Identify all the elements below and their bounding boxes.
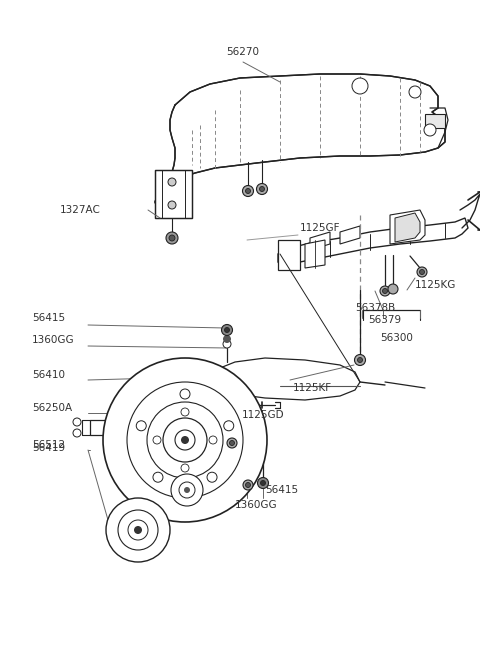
Circle shape — [127, 382, 243, 498]
Circle shape — [166, 232, 178, 244]
Text: 56300: 56300 — [380, 333, 413, 343]
Circle shape — [175, 430, 195, 450]
Circle shape — [171, 474, 203, 506]
Polygon shape — [425, 114, 445, 128]
Text: 1360GG: 1360GG — [235, 500, 277, 510]
Circle shape — [420, 269, 424, 275]
Text: 1125KG: 1125KG — [415, 280, 456, 290]
Circle shape — [424, 124, 436, 136]
Text: 1125GD: 1125GD — [242, 410, 285, 420]
Circle shape — [184, 487, 190, 493]
Circle shape — [168, 201, 176, 209]
Circle shape — [106, 498, 170, 562]
Circle shape — [380, 286, 390, 296]
Circle shape — [169, 235, 175, 241]
Circle shape — [134, 526, 142, 534]
Polygon shape — [395, 213, 420, 242]
Circle shape — [118, 510, 158, 550]
Circle shape — [207, 472, 217, 482]
Circle shape — [147, 402, 223, 478]
Text: 56379: 56379 — [368, 315, 401, 325]
Circle shape — [223, 335, 231, 343]
Circle shape — [103, 358, 267, 522]
Polygon shape — [305, 240, 325, 268]
Text: 56415: 56415 — [265, 485, 298, 495]
Text: 56410: 56410 — [32, 370, 65, 380]
Polygon shape — [340, 226, 360, 244]
Text: 1360GG: 1360GG — [32, 335, 74, 345]
Circle shape — [181, 464, 189, 472]
Polygon shape — [90, 420, 118, 435]
Circle shape — [417, 267, 427, 277]
Circle shape — [261, 480, 265, 486]
Text: 1125KF: 1125KF — [293, 383, 332, 393]
Circle shape — [224, 420, 234, 431]
Polygon shape — [155, 74, 445, 218]
Text: 56512: 56512 — [32, 440, 65, 450]
Polygon shape — [310, 232, 330, 250]
Circle shape — [180, 389, 190, 399]
Text: 1327AC: 1327AC — [60, 205, 101, 215]
Text: 56270: 56270 — [227, 47, 260, 57]
Circle shape — [168, 178, 176, 186]
Circle shape — [358, 357, 362, 363]
Circle shape — [73, 418, 81, 426]
Polygon shape — [278, 240, 300, 270]
Circle shape — [245, 482, 251, 487]
Circle shape — [153, 436, 161, 444]
Circle shape — [209, 436, 217, 444]
Circle shape — [73, 429, 81, 437]
Circle shape — [388, 284, 398, 294]
Polygon shape — [205, 358, 360, 400]
Circle shape — [352, 78, 368, 94]
Circle shape — [245, 189, 251, 194]
Polygon shape — [155, 170, 192, 218]
Circle shape — [256, 183, 267, 194]
Circle shape — [409, 86, 421, 98]
Circle shape — [136, 420, 146, 431]
Text: 56378B: 56378B — [355, 303, 395, 313]
Circle shape — [229, 440, 235, 445]
Text: 1125GF: 1125GF — [300, 223, 340, 233]
Text: 56250A: 56250A — [32, 403, 72, 413]
Text: 56415: 56415 — [32, 313, 65, 323]
Circle shape — [179, 482, 195, 498]
Circle shape — [225, 327, 229, 332]
Circle shape — [223, 340, 231, 348]
Circle shape — [355, 355, 365, 365]
Circle shape — [257, 478, 268, 489]
Circle shape — [153, 472, 163, 482]
Circle shape — [242, 185, 253, 196]
Circle shape — [260, 187, 264, 191]
Circle shape — [181, 408, 189, 416]
Circle shape — [221, 325, 232, 336]
Polygon shape — [390, 210, 425, 244]
Polygon shape — [153, 468, 210, 512]
Polygon shape — [278, 218, 468, 268]
Circle shape — [163, 418, 207, 462]
Circle shape — [128, 520, 148, 540]
Circle shape — [383, 288, 387, 294]
Circle shape — [227, 438, 237, 448]
Text: 56419: 56419 — [32, 443, 65, 453]
Circle shape — [181, 436, 189, 444]
Circle shape — [243, 480, 253, 490]
